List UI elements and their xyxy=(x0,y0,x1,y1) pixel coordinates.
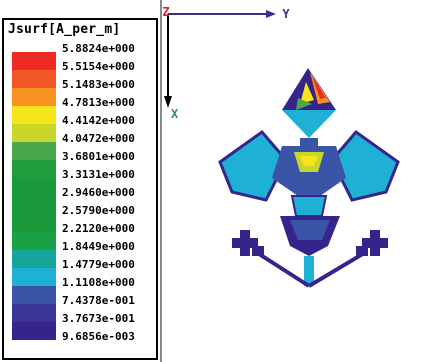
legend-tick-label: 9.6856e-003 xyxy=(62,330,135,343)
legend-tick-label: 4.7813e+000 xyxy=(62,96,135,109)
middle-neck xyxy=(290,195,328,217)
legend-tick-label: 1.4779e+000 xyxy=(62,258,135,271)
top-diamond-lower xyxy=(282,110,336,138)
legend-swatch xyxy=(12,88,56,106)
legend-tick-label: 1.8449e+000 xyxy=(62,240,135,253)
color-legend: Jsurf[A_per_m] 5.8824e+000 5.5154e+000 5.1… xyxy=(0,0,160,362)
legend-swatch xyxy=(12,322,56,340)
legend-tick-label: 4.4142e+000 xyxy=(62,114,135,127)
legend-swatch xyxy=(12,52,56,70)
center-hotspot-core xyxy=(300,156,318,166)
antenna-current-plot xyxy=(218,68,400,288)
legend-tick-label: 2.9460e+000 xyxy=(62,186,135,199)
legend-swatch xyxy=(12,178,56,196)
legend-tick-label: 2.5790e+000 xyxy=(62,204,135,217)
legend-tick-label: 4.0472e+000 xyxy=(62,132,135,145)
legend-tick-label: 5.1483e+000 xyxy=(62,78,135,91)
legend-swatch xyxy=(12,142,56,160)
3d-viewport[interactable]: Z Y X xyxy=(160,0,448,362)
y-axis-arrow xyxy=(266,10,276,18)
legend-swatch xyxy=(12,160,56,178)
lower-diamond-inner xyxy=(290,220,330,240)
legend-tick-label: 3.7673e-001 xyxy=(62,312,135,325)
legend-swatch xyxy=(12,286,56,304)
hotspot-yellow xyxy=(300,82,314,104)
legend-tick-label: 2.2120e+000 xyxy=(62,222,135,235)
right-arm-cross xyxy=(356,230,388,256)
legend-swatch xyxy=(12,124,56,142)
legend-tick-label: 1.1108e+000 xyxy=(62,276,135,289)
legend-swatch xyxy=(12,70,56,88)
x-axis-label: X xyxy=(171,107,179,121)
legend-swatch xyxy=(12,232,56,250)
legend-tick-label: 3.3131e+000 xyxy=(62,168,135,181)
legend-swatch xyxy=(12,268,56,286)
legend-swatch xyxy=(12,106,56,124)
hotspot-orange xyxy=(310,72,330,104)
legend-tick-label: 3.6801e+000 xyxy=(62,150,135,163)
legend-swatch xyxy=(12,250,56,268)
left-arm-cross xyxy=(232,230,264,256)
z-axis-label: Z xyxy=(162,5,169,19)
legend-tick-label: 5.8824e+000 xyxy=(62,42,135,55)
legend-color-bar xyxy=(12,52,56,340)
legend-swatch xyxy=(12,214,56,232)
y-axis-label: Y xyxy=(282,7,290,21)
legend-swatch xyxy=(12,196,56,214)
legend-swatch xyxy=(12,304,56,322)
left-leg xyxy=(254,250,311,288)
legend-tick-labels: 5.8824e+000 5.5154e+000 5.1483e+000 4.7813e… xyxy=(62,40,158,346)
legend-tick-label: 7.4378e-001 xyxy=(62,294,135,307)
hotspot-green xyxy=(296,98,312,110)
lower-stem xyxy=(304,256,314,286)
panel-separator xyxy=(160,0,162,362)
hotspot-red xyxy=(312,76,326,99)
axis-triad: Z Y X xyxy=(162,5,290,121)
right-leg xyxy=(307,250,368,288)
x-axis-arrow xyxy=(164,96,172,108)
legend-tick-label: 5.5154e+000 xyxy=(62,60,135,73)
legend-title: Jsurf[A_per_m] xyxy=(8,22,121,37)
